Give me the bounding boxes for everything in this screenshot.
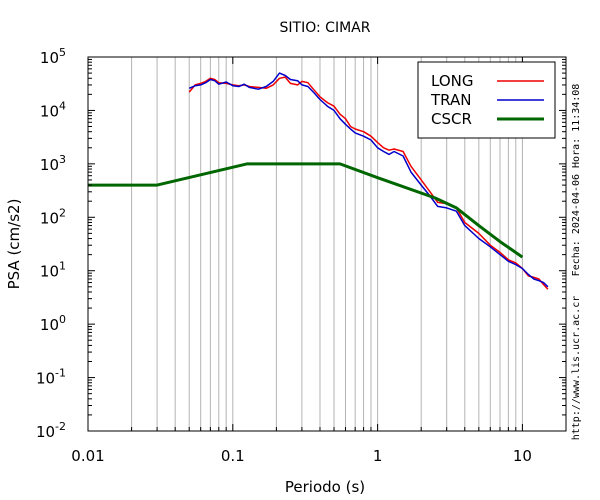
- x-tick-label: 0.1: [221, 447, 245, 465]
- y-tick-label: 10-2: [36, 420, 66, 441]
- y-tick-label: 105: [40, 46, 66, 67]
- y-tick-label: 10-1: [36, 367, 66, 388]
- axis-ticks: 0.01 0.1 1 10 105 104 103 102 101 100 10-1 10-2: [36, 46, 566, 465]
- series-lines: [88, 72, 549, 290]
- x-axis-label: Periodo (s): [285, 478, 365, 496]
- y-tick-label: 103: [40, 153, 66, 174]
- x-tick-label: 1: [373, 447, 383, 465]
- y-tick-label: 100: [40, 313, 66, 334]
- plot-frame: [87, 56, 567, 432]
- series-line-tran: [188, 72, 549, 288]
- series-line-long: [188, 76, 549, 290]
- legend-label-cscr: CSCR: [431, 110, 472, 128]
- legend-label-tran: TRAN: [430, 91, 471, 109]
- y-tick-label: 104: [40, 99, 66, 120]
- series-line-cscr: [88, 162, 524, 259]
- date-stamp: Fecha: 2024-04-06 Hora: 11:34:08: [571, 84, 582, 277]
- y-tick-label: 101: [40, 260, 66, 281]
- y-axis-label: PSA (cm/s2): [5, 199, 23, 290]
- x-tick-label: 0.01: [71, 447, 104, 465]
- source-url: http://www.lis.ucr.ac.cr: [571, 296, 582, 441]
- chart-title: SITIO: CIMAR: [280, 20, 371, 36]
- y-tick-label: 102: [40, 206, 66, 227]
- grid-lines: [131, 57, 523, 431]
- x-tick-label: 10: [513, 447, 532, 465]
- legend-label-long: LONG: [431, 72, 473, 90]
